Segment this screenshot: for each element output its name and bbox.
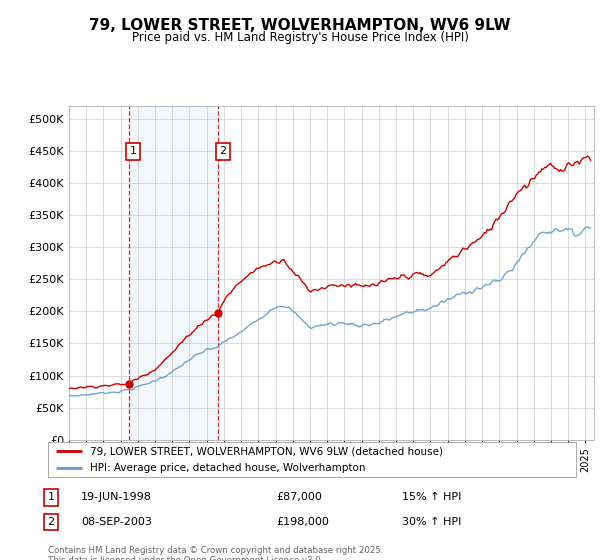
- Bar: [128, 106, 218, 440]
- Text: 2: 2: [219, 146, 226, 156]
- Text: 30% ↑ HPI: 30% ↑ HPI: [402, 517, 461, 527]
- Text: 1: 1: [130, 146, 136, 156]
- Text: Contains HM Land Registry data © Crown copyright and database right 2025.
This d: Contains HM Land Registry data © Crown c…: [48, 546, 383, 560]
- Text: £198,000: £198,000: [276, 517, 329, 527]
- Text: 79, LOWER STREET, WOLVERHAMPTON, WV6 9LW (detached house): 79, LOWER STREET, WOLVERHAMPTON, WV6 9LW…: [90, 446, 443, 456]
- Text: HPI: Average price, detached house, Wolverhampton: HPI: Average price, detached house, Wolv…: [90, 464, 366, 473]
- Text: £87,000: £87,000: [276, 492, 322, 502]
- Text: 19-JUN-1998: 19-JUN-1998: [81, 492, 152, 502]
- Text: 1: 1: [47, 492, 55, 502]
- Text: 15% ↑ HPI: 15% ↑ HPI: [402, 492, 461, 502]
- Text: 79, LOWER STREET, WOLVERHAMPTON, WV6 9LW: 79, LOWER STREET, WOLVERHAMPTON, WV6 9LW: [89, 18, 511, 34]
- Text: 2: 2: [47, 517, 55, 527]
- Text: 08-SEP-2003: 08-SEP-2003: [81, 517, 152, 527]
- Text: Price paid vs. HM Land Registry's House Price Index (HPI): Price paid vs. HM Land Registry's House …: [131, 31, 469, 44]
